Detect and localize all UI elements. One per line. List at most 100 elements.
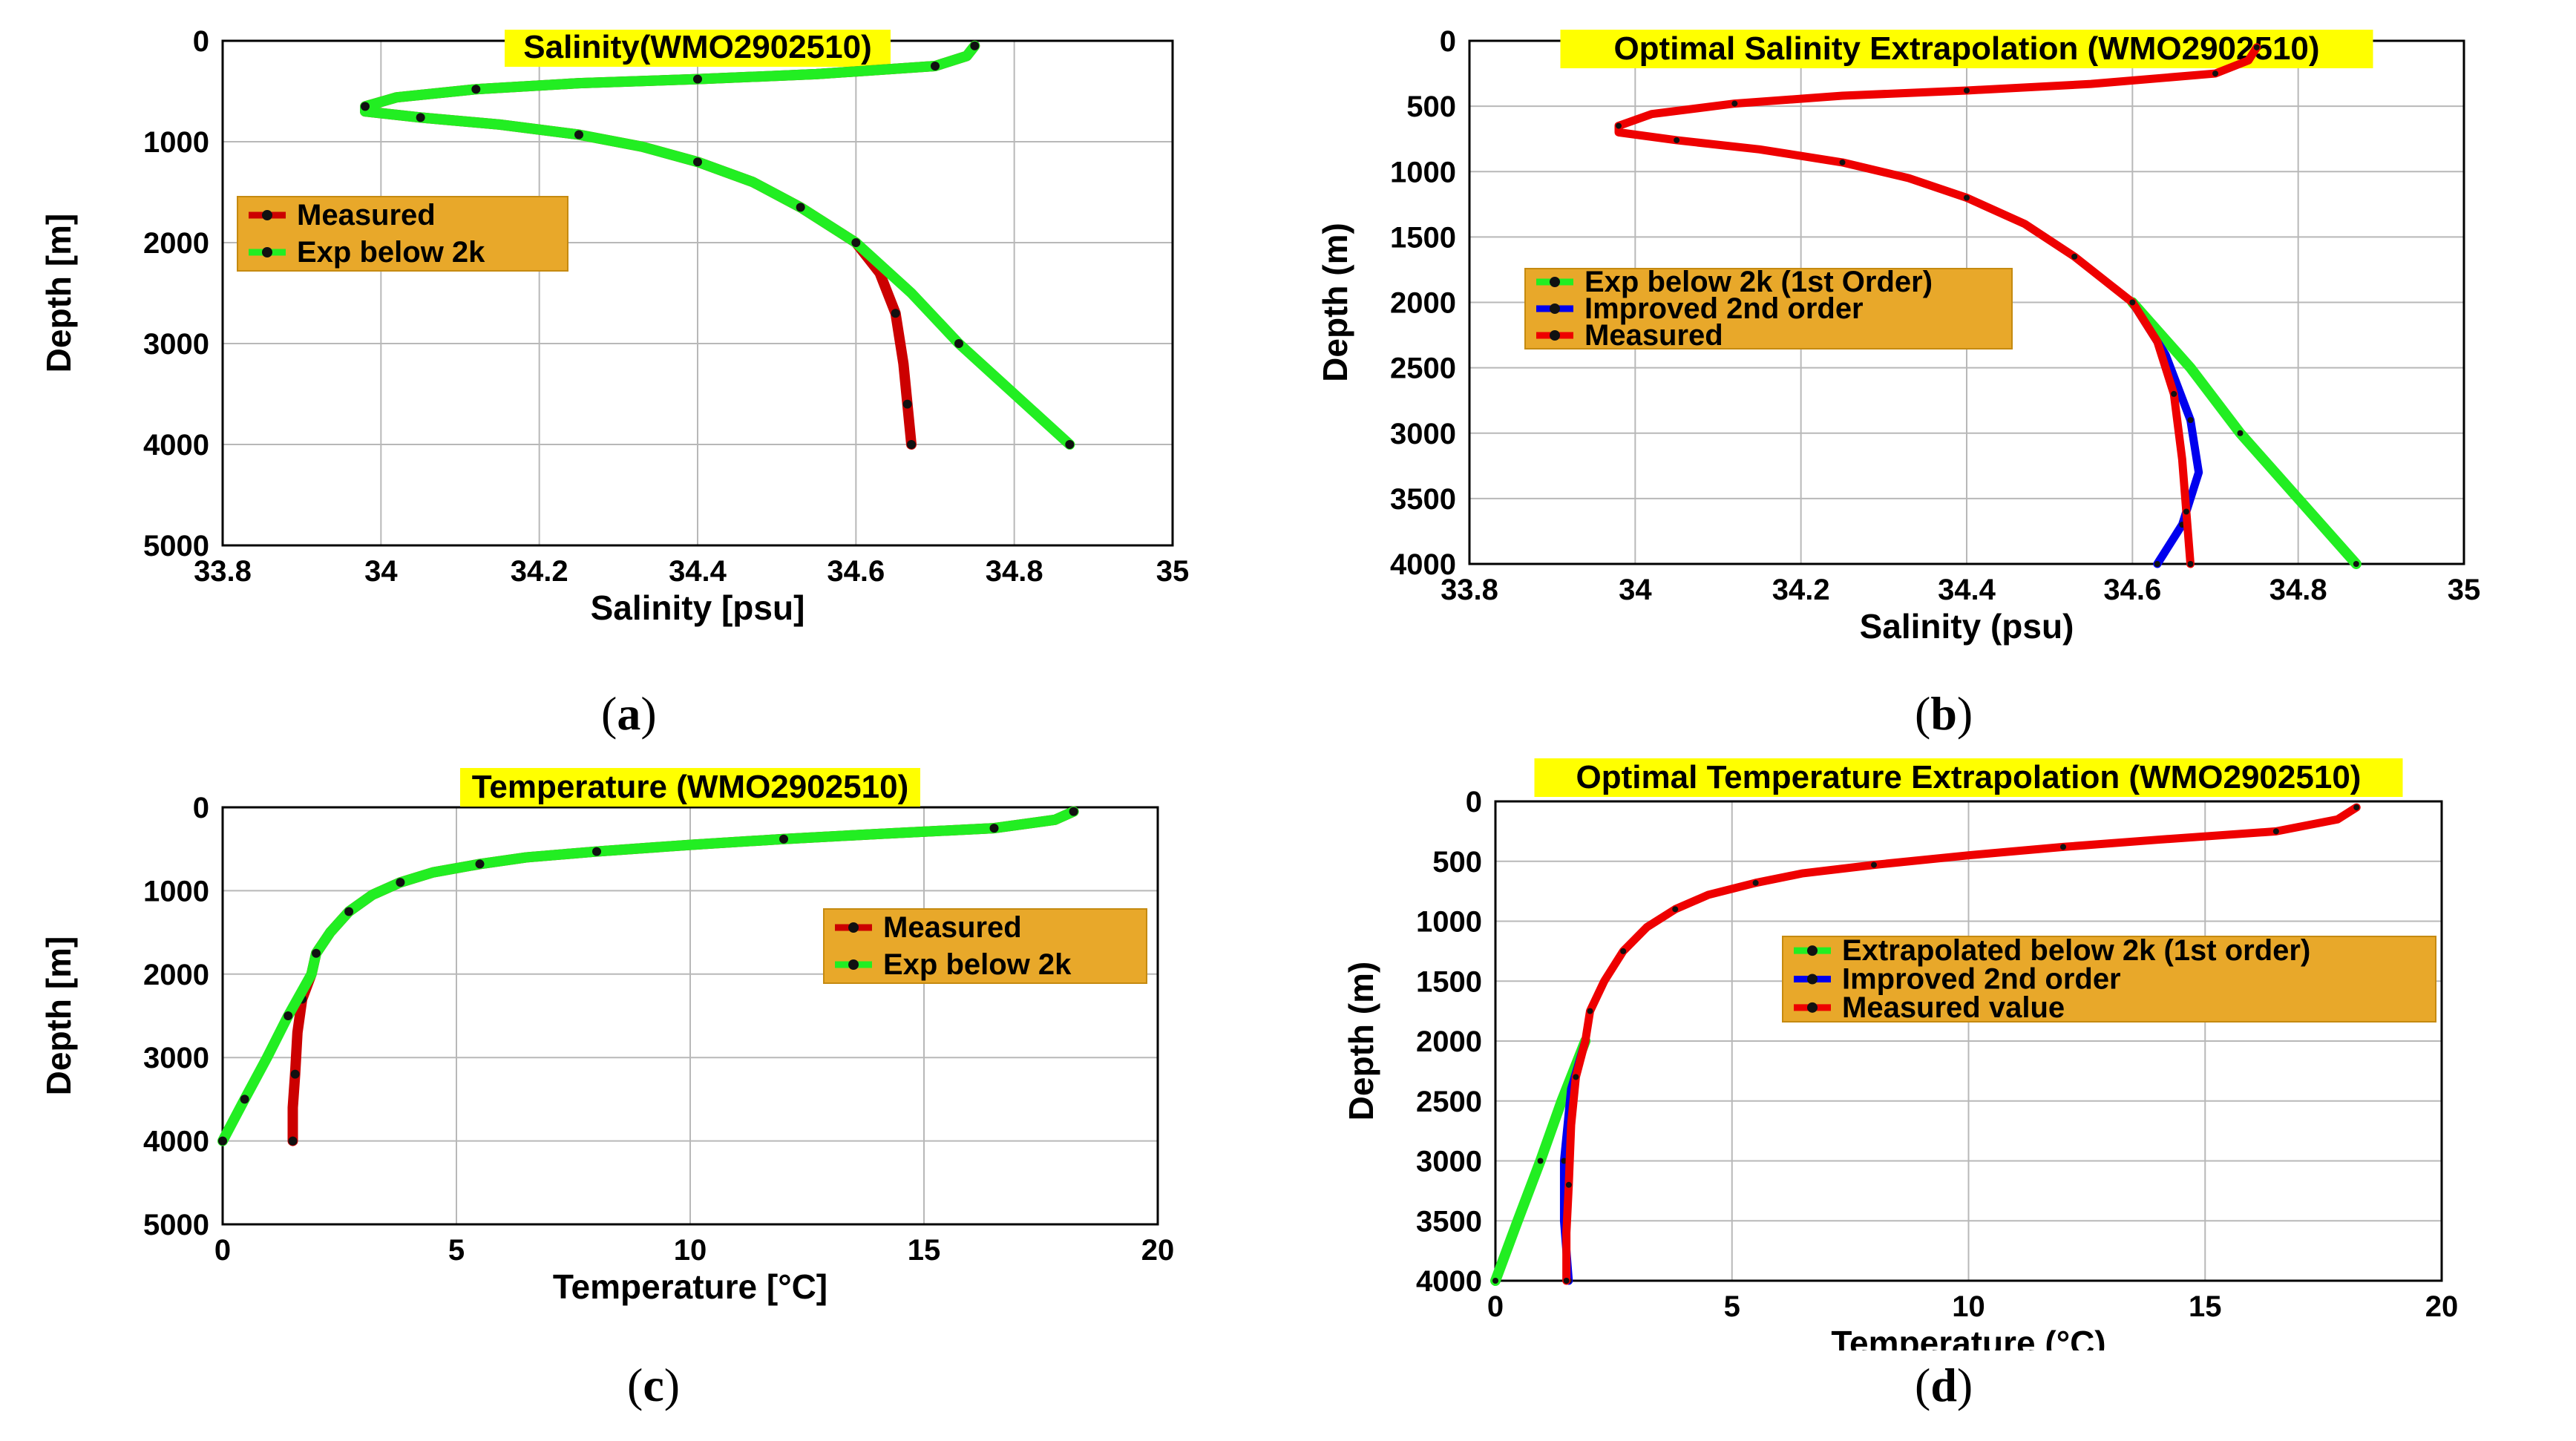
data-point xyxy=(2187,417,2194,424)
x-tick-label: 0 xyxy=(1487,1290,1504,1323)
data-point xyxy=(1752,879,1759,886)
series-line xyxy=(1614,43,2261,568)
legend-label: Extrapolated below 2k (1st order) xyxy=(1842,934,2310,967)
x-tick-label: 33.8 xyxy=(194,555,252,588)
data-point xyxy=(779,834,788,844)
data-point xyxy=(290,1069,300,1079)
x-tick-label: 34.4 xyxy=(669,555,727,588)
x-tick-label: 10 xyxy=(1952,1290,1985,1323)
y-tick-label: 1000 xyxy=(1416,906,1482,939)
data-point xyxy=(361,102,370,111)
x-axis-label: Temperature [°C] xyxy=(553,1267,827,1306)
data-point xyxy=(240,1094,249,1104)
data-point xyxy=(2187,561,2194,567)
x-tick-label: 10 xyxy=(674,1234,707,1267)
legend-marker xyxy=(848,922,859,933)
x-tick-label: 33.8 xyxy=(1441,574,1498,606)
x-tick-label: 15 xyxy=(2189,1290,2222,1323)
data-point xyxy=(1620,948,1627,954)
legend-box xyxy=(1782,936,2436,1023)
plot-frame xyxy=(1494,800,2443,1282)
y-tick-label: 1000 xyxy=(143,875,209,907)
data-point xyxy=(902,399,912,409)
data-point xyxy=(312,948,321,958)
y-tick-label: 1000 xyxy=(1390,156,1456,188)
data-point xyxy=(1561,1158,1567,1164)
y-axis-label: Depth (m) xyxy=(1342,962,1380,1121)
x-tick-label: 34.2 xyxy=(1772,574,1830,606)
data-point xyxy=(2154,561,2160,567)
legend-marker xyxy=(262,210,272,220)
x-tick-label: 34.6 xyxy=(2103,574,2161,606)
data-point xyxy=(2071,253,2078,260)
data-point xyxy=(218,1136,227,1146)
data-point xyxy=(2272,828,2279,835)
legend-label: Exp below 2k xyxy=(883,948,1072,981)
chart-salinity: 33.8 34 34.2 34.4 34.6 34.8 35 0 1000 2000 3000 400… xyxy=(39,30,1189,627)
legend-marker xyxy=(848,959,859,970)
y-tick-label: 500 xyxy=(1432,846,1482,879)
x-tick-label: 34.8 xyxy=(986,555,1043,588)
data-point xyxy=(288,1136,298,1146)
y-tick-label: 3000 xyxy=(143,328,209,361)
data-point xyxy=(471,85,481,94)
y-tick-label: 5000 xyxy=(143,530,209,562)
chart-title: Temperature (WMO2902510) xyxy=(472,769,909,805)
x-tick-label: 15 xyxy=(908,1234,941,1267)
data-point xyxy=(2183,508,2189,515)
y-tick-label: 3500 xyxy=(1416,1205,1482,1238)
y-tick-label: 3000 xyxy=(1416,1146,1482,1178)
data-point xyxy=(1563,1278,1570,1284)
data-point xyxy=(1587,1008,1593,1014)
data-point xyxy=(1069,807,1078,816)
legend-label: Improved 2nd order xyxy=(1842,963,2121,996)
legend-label: Measured xyxy=(297,199,436,232)
data-point xyxy=(970,41,980,50)
chart-optimal-salinity: 33.8 34 34.2 34.4 34.6 34.8 35 0 500 1000 1500 2000… xyxy=(1321,30,2481,646)
data-point xyxy=(1537,1158,1544,1164)
y-tick-label: 4000 xyxy=(143,429,209,462)
chart-optimal-temperature: 0 5 10 15 20 0 500 1000 1500 2000 2500 3000 3500 4000… xyxy=(1342,758,2459,1350)
data-point xyxy=(989,824,999,833)
data-point xyxy=(796,203,805,212)
plot-frame xyxy=(221,806,1159,1226)
chart-title: Optimal Salinity Extrapolation (WMO29025… xyxy=(1613,30,2319,67)
data-point xyxy=(1672,906,1679,913)
x-tick-label: 5 xyxy=(1724,1290,1740,1323)
data-point xyxy=(851,238,861,247)
data-point xyxy=(2353,561,2359,567)
x-tick-label: 20 xyxy=(2425,1290,2459,1323)
data-point xyxy=(954,339,963,348)
data-point xyxy=(891,309,900,318)
data-point xyxy=(475,859,485,869)
y-axis-label: Depth [m] xyxy=(39,214,78,373)
y-tick-label: 0 xyxy=(1440,30,1456,58)
y-tick-label: 0 xyxy=(193,30,209,58)
y-tick-label: 500 xyxy=(1406,91,1456,123)
y-axis-label: Depth (m) xyxy=(1321,223,1354,382)
legend-box xyxy=(237,196,568,272)
data-point xyxy=(931,62,940,70)
x-tick-label: 20 xyxy=(1141,1234,1175,1267)
data-point xyxy=(2212,70,2218,77)
data-point xyxy=(416,113,425,122)
legend-box xyxy=(1524,268,2013,349)
x-tick-label: 35 xyxy=(2448,574,2481,606)
caption-a: (a) xyxy=(601,687,657,740)
legend-label: Measured xyxy=(1584,319,1723,352)
y-tick-label: 4000 xyxy=(1390,548,1456,581)
title-highlight xyxy=(505,30,891,67)
x-tick-label: 34.2 xyxy=(511,555,568,588)
data-point xyxy=(1492,1278,1498,1284)
data-point xyxy=(1871,861,1877,868)
data-point xyxy=(2353,804,2360,811)
x-axis-label: Temperature (°C) xyxy=(1831,1324,2105,1350)
data-point xyxy=(574,130,583,139)
x-tick-label: 0 xyxy=(214,1234,231,1267)
x-axis-label: Salinity (psu) xyxy=(1860,607,2074,646)
data-point xyxy=(1573,1074,1579,1080)
caption-c: (c) xyxy=(627,1359,681,1411)
series-line xyxy=(360,40,1075,450)
data-point xyxy=(284,1011,293,1020)
y-tick-label: 5000 xyxy=(143,1209,209,1241)
